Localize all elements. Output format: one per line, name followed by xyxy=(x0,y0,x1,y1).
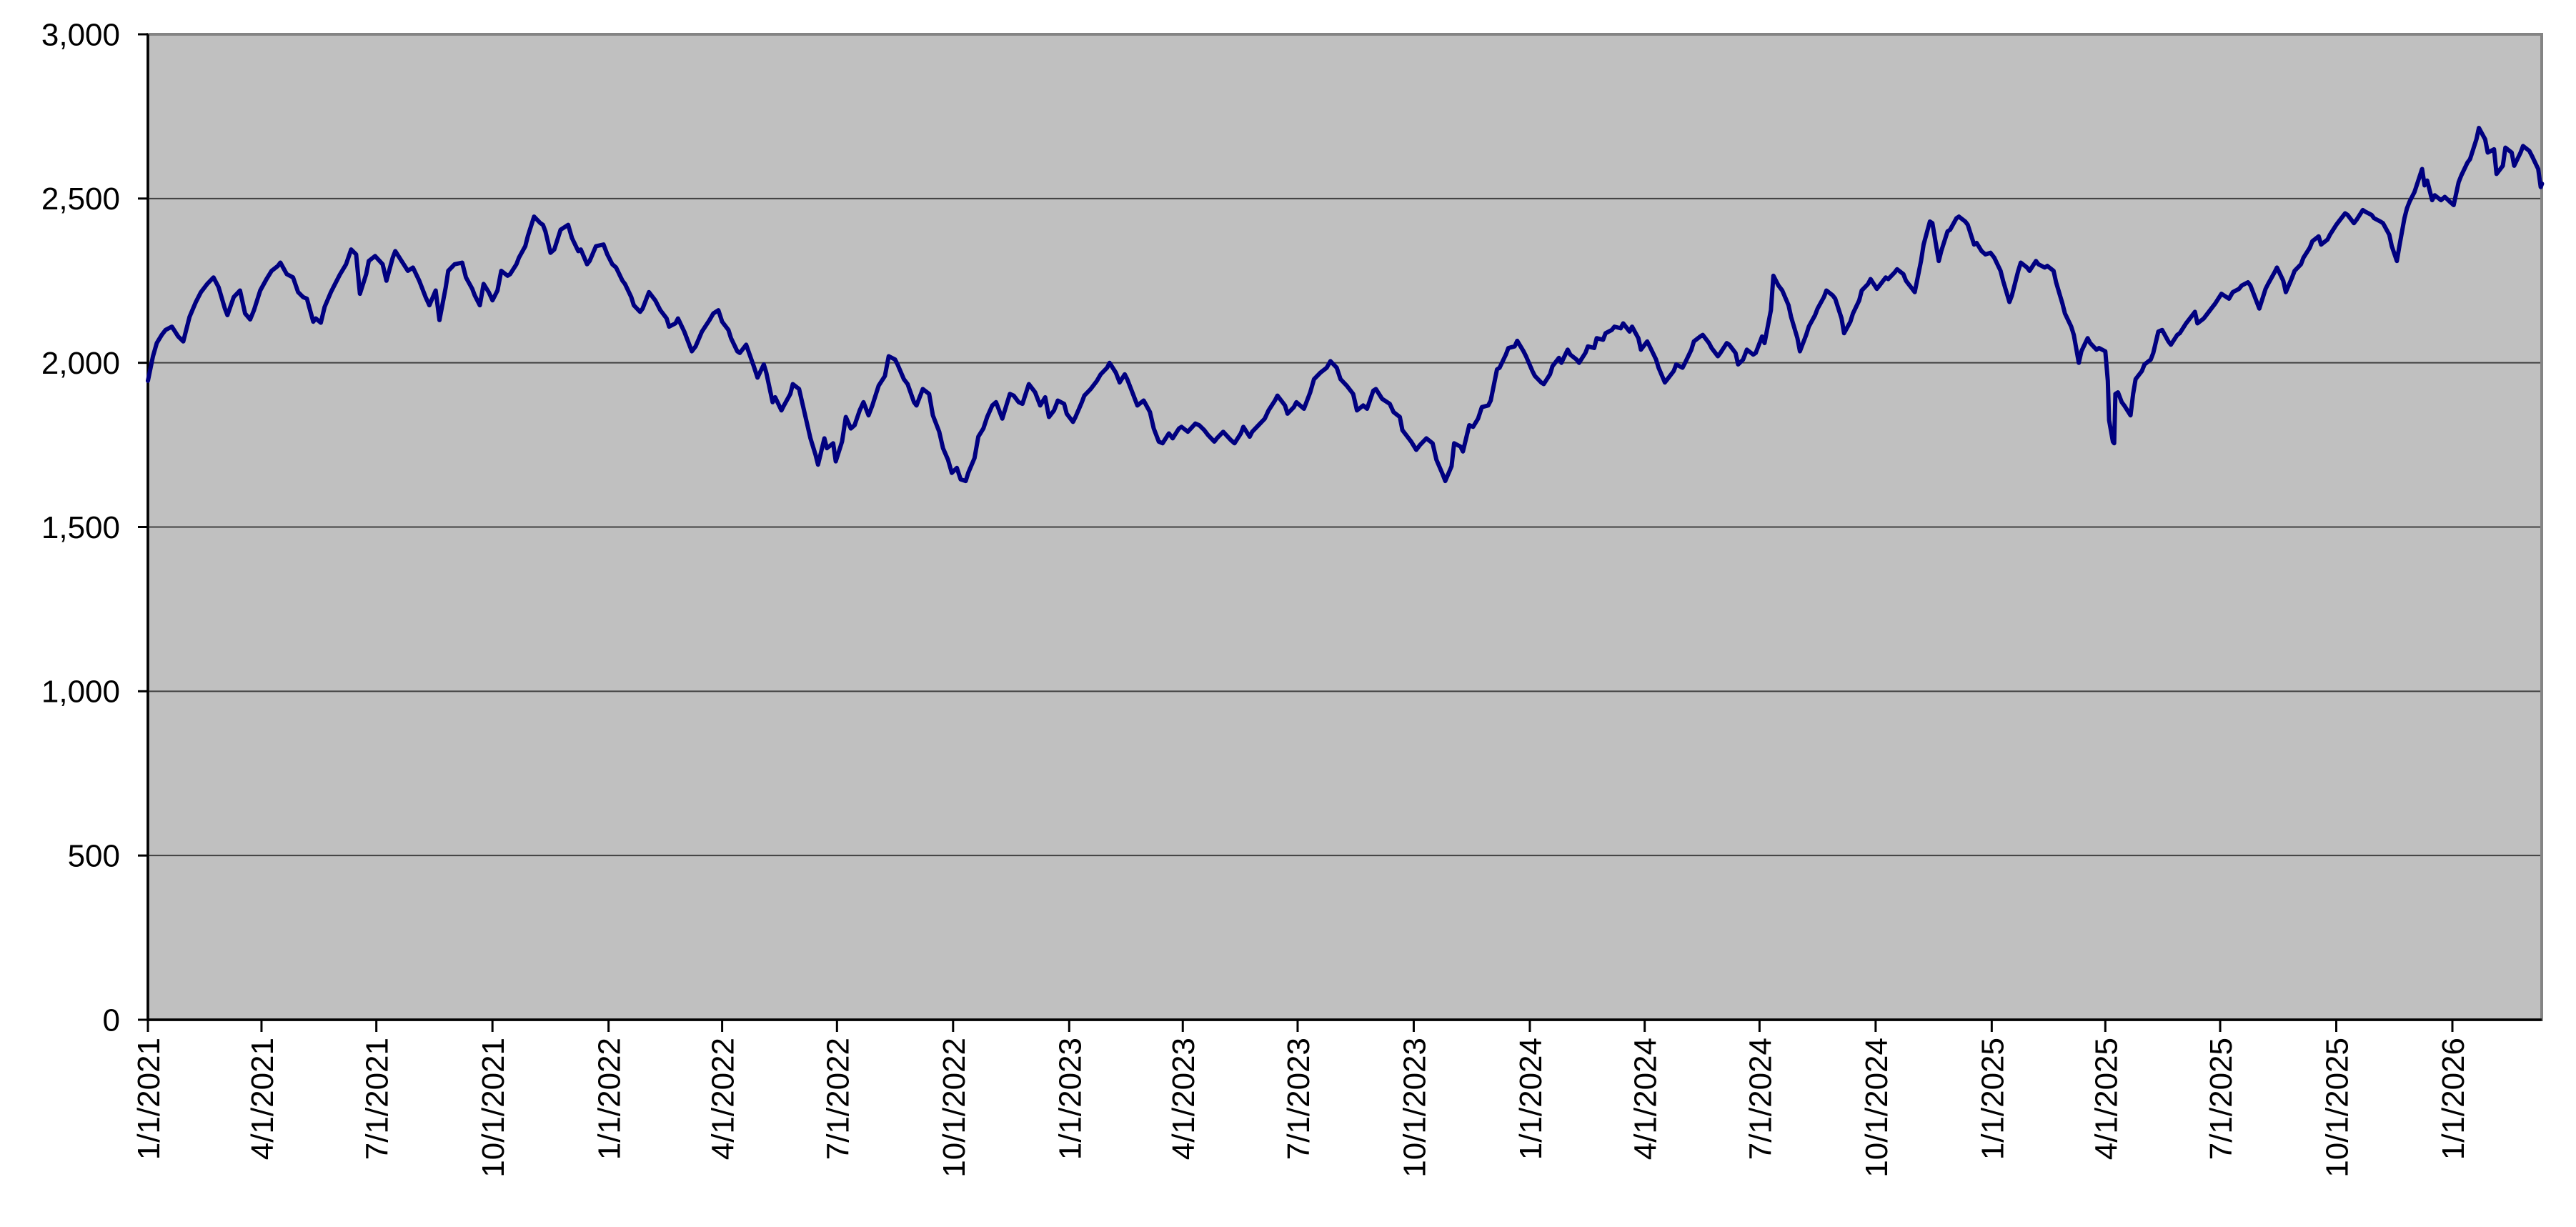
x-axis-tick-label: 10/1/2025 xyxy=(2320,1038,2355,1178)
y-axis-tick-label: 2,500 xyxy=(41,182,120,217)
x-axis-tick-label: 7/1/2021 xyxy=(360,1038,395,1160)
x-axis-tick-label: 4/1/2025 xyxy=(2089,1038,2124,1160)
x-axis-tick-label: 1/1/2023 xyxy=(1053,1038,1088,1160)
x-axis-tick-label: 1/1/2022 xyxy=(592,1038,627,1160)
price-line-series xyxy=(146,126,2545,484)
y-axis-tick-label: 1,000 xyxy=(41,675,120,710)
x-axis-tick-label: 7/1/2025 xyxy=(2204,1038,2239,1160)
x-axis-tick-label: 10/1/2023 xyxy=(1397,1038,1432,1178)
x-axis-tick-label: 7/1/2023 xyxy=(1281,1038,1316,1160)
x-axis-tick-label: 7/1/2024 xyxy=(1743,1038,1778,1160)
x-axis-tick-label: 1/1/2021 xyxy=(131,1038,166,1160)
x-axis-tick-label: 4/1/2022 xyxy=(706,1038,741,1160)
x-axis-tick-label: 1/1/2025 xyxy=(1975,1038,2010,1160)
x-axis-tick-label: 10/1/2021 xyxy=(476,1038,511,1178)
y-axis-tick-label: 1,500 xyxy=(41,510,120,545)
y-axis-tick-label: 2,000 xyxy=(41,346,120,381)
x-axis-tick-label: 10/1/2022 xyxy=(937,1038,972,1178)
y-axis-tick-label: 0 xyxy=(103,1003,120,1038)
y-axis-tick-label: 3,000 xyxy=(41,17,120,52)
x-axis-tick-label: 10/1/2024 xyxy=(1859,1038,1894,1178)
x-axis-tick-label: 7/1/2022 xyxy=(820,1038,855,1160)
x-axis-tick-label: 4/1/2024 xyxy=(1628,1038,1664,1160)
y-axis-tick-label: 500 xyxy=(68,839,120,874)
x-axis-tick-label: 4/1/2023 xyxy=(1166,1038,1201,1160)
x-axis-tick-label: 1/1/2024 xyxy=(1513,1038,1548,1160)
x-axis-tick-label: 1/1/2026 xyxy=(2436,1038,2471,1160)
x-axis-tick-label: 4/1/2021 xyxy=(245,1038,280,1160)
